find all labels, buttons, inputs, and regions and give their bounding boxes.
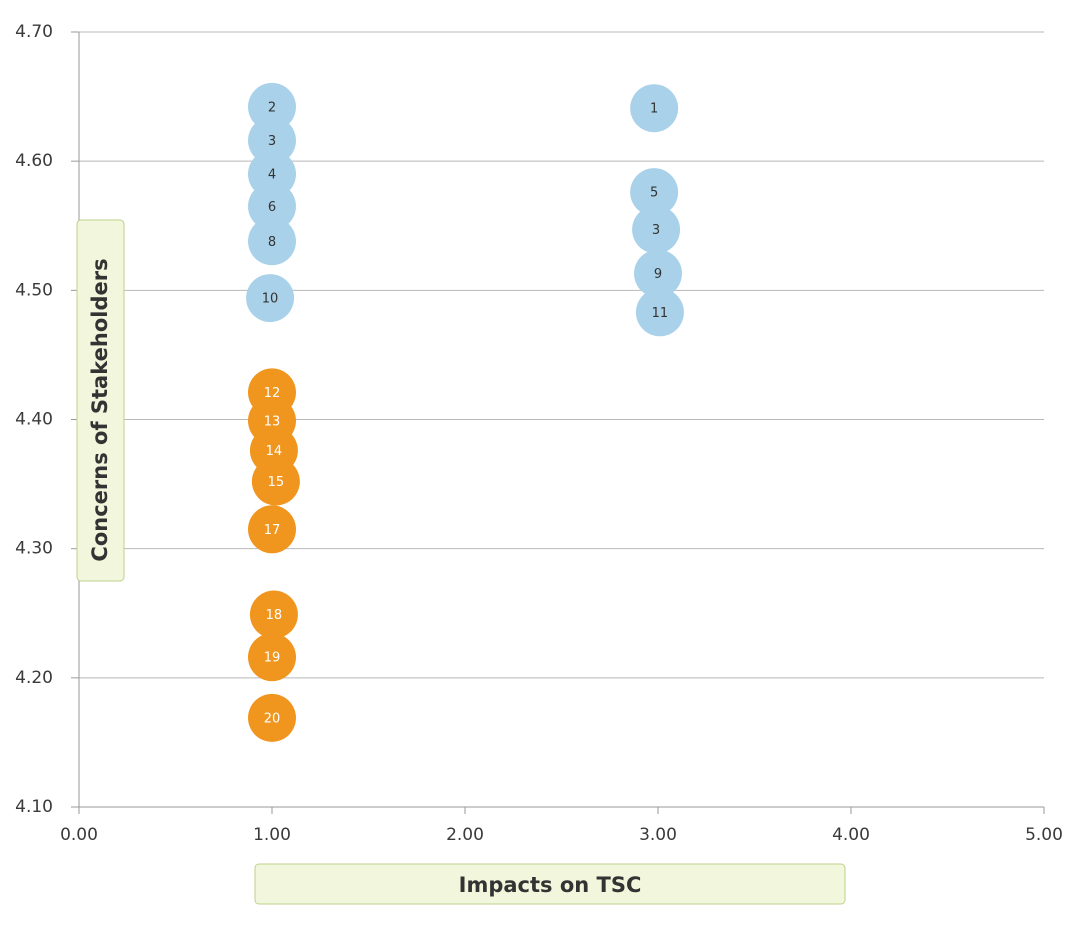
data-point-label: 20 bbox=[264, 711, 281, 726]
data-point: 19 bbox=[248, 633, 296, 682]
y-tick-label: 4.40 bbox=[15, 410, 53, 430]
x-tick-label: 2.00 bbox=[446, 825, 484, 845]
data-point-label: 4 bbox=[268, 168, 276, 183]
data-point-marker bbox=[248, 633, 296, 682]
data-point-label: 13 bbox=[264, 414, 281, 429]
data-point-label: 11 bbox=[652, 306, 669, 321]
data-point-label: 3 bbox=[268, 134, 276, 149]
data-point: 18 bbox=[249, 590, 298, 639]
data-point-marker bbox=[251, 457, 300, 506]
data-point: 9 bbox=[634, 249, 682, 298]
x-tick-label: 4.00 bbox=[832, 825, 870, 845]
data-point: 15 bbox=[251, 457, 300, 506]
data-point-label: 5 bbox=[650, 186, 658, 201]
x-tick-labels: 0.00 1.00 2.00 3.00 4.00 5.00 bbox=[60, 825, 1063, 845]
data-point-marker bbox=[632, 205, 681, 254]
x-tick-label: 1.00 bbox=[253, 825, 291, 845]
data-point-label: 14 bbox=[266, 444, 283, 459]
data-point-label: 10 bbox=[262, 292, 279, 307]
x-tick-label: 3.00 bbox=[639, 825, 677, 845]
data-point: 2 bbox=[248, 82, 296, 131]
data-point-marker bbox=[248, 693, 296, 742]
data-point: 3 bbox=[632, 205, 681, 254]
data-point-marker bbox=[248, 505, 296, 554]
x-tick-label: 5.00 bbox=[1025, 825, 1063, 845]
data-point-label: 3 bbox=[652, 223, 660, 238]
y-tick-label: 4.60 bbox=[15, 151, 53, 171]
data-point: 3 bbox=[248, 116, 296, 165]
data-point-label: 17 bbox=[264, 523, 281, 538]
data-point-label: 8 bbox=[268, 235, 276, 250]
x-axis-title-box: Impacts on TSC bbox=[254, 863, 846, 905]
data-point: 20 bbox=[248, 693, 296, 742]
data-point: 6 bbox=[248, 182, 296, 231]
data-point-label: 18 bbox=[266, 608, 283, 623]
y-axis-title: Concerns of Stakeholders bbox=[88, 258, 112, 561]
data-point-marker bbox=[630, 84, 679, 133]
data-point-label: 9 bbox=[654, 267, 662, 282]
x-tick-label: 0.00 bbox=[60, 825, 98, 845]
y-tick-label: 4.30 bbox=[15, 539, 53, 559]
data-point-marker bbox=[246, 274, 295, 323]
data-point-marker bbox=[634, 249, 682, 298]
data-point-label: 19 bbox=[264, 651, 281, 666]
y-axis-title-box: Concerns of Stakeholders bbox=[76, 219, 125, 582]
data-point-marker bbox=[248, 82, 296, 131]
data-point-marker bbox=[248, 182, 296, 231]
y-tick-label: 4.50 bbox=[15, 280, 53, 300]
data-point-label: 2 bbox=[268, 100, 276, 115]
data-point-label: 12 bbox=[264, 386, 281, 401]
y-tick-label: 4.20 bbox=[15, 668, 53, 688]
data-point-marker bbox=[630, 168, 679, 217]
y-tick-labels: 4.10 4.20 4.30 4.40 4.50 4.60 4.70 bbox=[15, 22, 53, 817]
data-point: 11 bbox=[635, 288, 684, 337]
data-point-marker bbox=[248, 217, 296, 266]
data-point: 5 bbox=[630, 168, 679, 217]
data-point-label: 6 bbox=[268, 200, 276, 215]
data-point: 10 bbox=[246, 274, 295, 323]
data-point-label: 1 bbox=[650, 102, 658, 117]
x-axis-title: Impacts on TSC bbox=[459, 873, 642, 897]
data-point: 17 bbox=[248, 505, 296, 554]
data-point-marker bbox=[249, 590, 298, 639]
y-tick-label: 4.70 bbox=[15, 22, 53, 42]
data-point: 1 bbox=[630, 84, 679, 133]
gridlines bbox=[71, 31, 1045, 814]
data-point-label: 15 bbox=[268, 475, 285, 490]
data-point: 8 bbox=[248, 217, 296, 266]
y-tick-label: 4.10 bbox=[15, 797, 53, 817]
data-point-marker bbox=[248, 116, 296, 165]
data-point-marker bbox=[635, 288, 684, 337]
